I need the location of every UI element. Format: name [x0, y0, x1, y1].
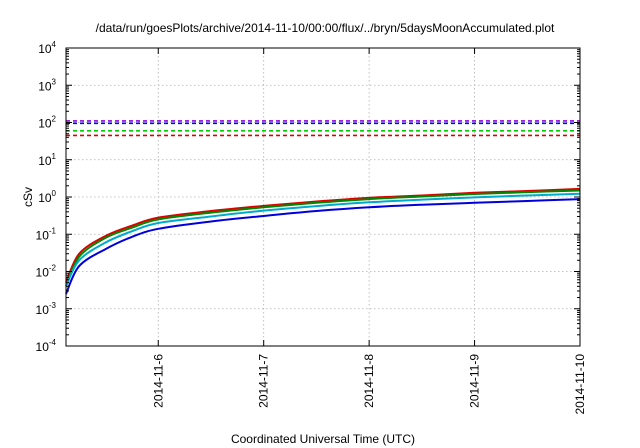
series-line — [65, 192, 581, 287]
x-tick-label: 2014-11-9 — [468, 354, 482, 408]
y-tick-label: 10-3 — [36, 301, 57, 317]
x-axis-label: Coordinated Universal Time (UTC) — [231, 432, 415, 446]
y-tick-label: 100 — [38, 189, 56, 205]
y-tick-label: 103 — [38, 77, 56, 93]
threshold-lines — [66, 120, 580, 137]
x-axis: 2014-11-6 2014-11-7 2014-11-8 2014-11-9 2014… — [151, 48, 587, 415]
y-tick-label: 10-2 — [36, 264, 57, 280]
y-tick-label: 10-1 — [36, 226, 57, 242]
chart-title: /data/run/goesPlots/archive/2014-11-10/0… — [96, 21, 555, 35]
x-tick-label: 2014-11-10 — [573, 354, 587, 415]
x-tick-label: 2014-11-8 — [362, 354, 376, 408]
x-tick-label: 2014-11-6 — [151, 354, 165, 408]
series-line — [65, 187, 581, 284]
y-tick-label: 102 — [38, 115, 56, 131]
y-axis: 10-4 10-3 10-2 10-1 100 101 102 103 104 — [36, 40, 580, 354]
y-tick-label: 10-4 — [36, 338, 57, 354]
y-tick-label: 104 — [38, 40, 56, 56]
series-lines — [65, 187, 581, 295]
series-line — [65, 189, 581, 287]
x-tick-label: 2014-11-7 — [257, 354, 271, 408]
y-tick-label: 101 — [38, 152, 56, 168]
y-axis-label: cSv — [21, 187, 35, 207]
series-line — [65, 198, 581, 295]
